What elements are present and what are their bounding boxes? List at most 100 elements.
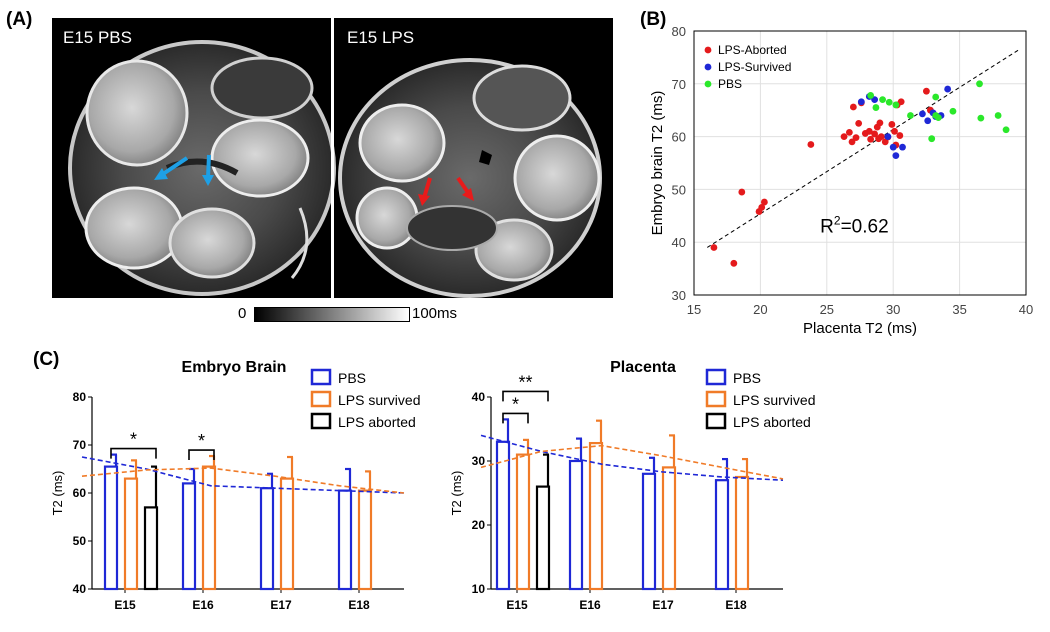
bar-legend-label: LPS survived <box>338 392 420 408</box>
scatter-x-tick: 20 <box>753 302 767 317</box>
scatter-y-tick: 70 <box>672 77 686 92</box>
bar-y-tick: 10 <box>472 582 486 596</box>
bar-y-tick: 20 <box>472 518 486 532</box>
scatter-point <box>891 127 898 135</box>
bar <box>181 482 197 591</box>
significance-bracket <box>502 412 529 424</box>
scatter-point <box>924 117 932 125</box>
bar <box>495 440 511 591</box>
scatter-point <box>976 80 983 88</box>
bar <box>143 506 159 591</box>
scatter-y-tick: 40 <box>672 235 686 250</box>
bar-legend-label: LPS aborted <box>338 414 416 430</box>
bar-x-tick: E18 <box>725 598 747 612</box>
bar <box>641 472 657 591</box>
bar-y-axis-label: T2 (ms) <box>449 471 464 516</box>
scatter-point <box>1002 126 1010 134</box>
bar-y-axis-label: T2 (ms) <box>50 471 65 516</box>
scatter-point <box>871 96 879 104</box>
mri-image-pbs <box>68 40 336 296</box>
scatter-y-tick: 30 <box>672 288 686 303</box>
bar-legend-label: PBS <box>338 370 366 386</box>
trend-line <box>480 434 784 481</box>
bar-chart-title: Placenta <box>610 359 676 376</box>
scatter-point <box>897 98 905 106</box>
scatter-points <box>710 80 1010 267</box>
bar-legend-swatch <box>705 390 727 408</box>
scatter-point <box>879 96 886 104</box>
scatter-point <box>875 135 882 143</box>
scatter-x-tick: 25 <box>820 302 834 317</box>
bar-legend-swatch <box>705 368 727 386</box>
bar-x-tick: E15 <box>506 598 528 612</box>
r-squared-annotation: R2=0.62 <box>820 214 889 238</box>
scatter-point <box>730 259 738 267</box>
scatter-point <box>738 188 746 196</box>
bar-x-tick: E15 <box>114 598 136 612</box>
scatter-x-tick: 35 <box>952 302 966 317</box>
bar-x-tick: E17 <box>270 598 292 612</box>
bar <box>357 489 373 591</box>
mri-right-label: E15 LPS <box>347 28 415 47</box>
scatter-point <box>896 132 904 139</box>
trend-line <box>81 456 405 494</box>
scatter-point <box>892 152 900 160</box>
bar <box>588 441 604 591</box>
scatter-point <box>884 133 892 140</box>
scatter-legend-marker <box>704 46 712 54</box>
bar-legend-swatch <box>310 368 332 386</box>
bar <box>515 453 531 591</box>
scatter-point <box>919 110 926 118</box>
significance-bracket <box>110 447 157 459</box>
lps-arrows <box>418 176 474 206</box>
scatter-point <box>857 98 865 106</box>
scatter-point <box>949 107 957 115</box>
significance-marker: ** <box>518 372 532 392</box>
bar-y-tick: 50 <box>73 534 87 548</box>
scatter-point <box>758 203 766 211</box>
bar-legend-label: PBS <box>733 370 761 386</box>
mri-panel <box>52 18 613 298</box>
brain-bar-chart: Embryo Brain 40 50 60 70 80 T2 (ms) E15 E16 E17 E1… <box>50 359 420 612</box>
bar <box>661 466 677 591</box>
scatter-y-axis-label: Embryo brain T2 (ms) <box>649 91 666 236</box>
significance-marker: * <box>130 430 137 450</box>
bar-y-tick: 80 <box>73 390 87 404</box>
scatter-x-tick: 30 <box>886 302 900 317</box>
significance-marker: * <box>512 394 519 414</box>
scatter-point <box>899 143 906 151</box>
scatter-point <box>977 114 985 122</box>
scatter-tick-labels: 15 20 25 30 35 40 30 40 50 60 70 80 <box>672 24 1034 317</box>
panel-label-a: (A) <box>6 9 33 30</box>
bar-y-tick: 70 <box>73 438 87 452</box>
bar <box>259 487 275 591</box>
mri-divider <box>331 18 334 298</box>
bar <box>734 475 750 591</box>
scatter-fit-line <box>707 49 1020 248</box>
scale-max-label: 100ms <box>412 305 458 322</box>
mri-image-lps <box>338 58 602 298</box>
scatter-legend: LPS-Aborted LPS-Survived PBS <box>704 43 791 91</box>
scatter-point <box>840 133 848 140</box>
scatter-point <box>934 114 942 121</box>
trend-line <box>480 444 784 480</box>
significance-marker: * <box>198 431 205 451</box>
bar-legend-swatch <box>310 390 332 408</box>
scatter-point <box>944 85 952 93</box>
scatter-point <box>928 135 936 143</box>
bar <box>201 465 217 591</box>
scatter-point <box>888 121 896 128</box>
scatter-point <box>867 92 875 99</box>
bar-legend-label: LPS aborted <box>733 414 811 430</box>
pbs-arrows <box>154 154 214 186</box>
scatter-point <box>907 112 914 119</box>
mri-left-label: E15 PBS <box>63 28 132 47</box>
scatter-point <box>848 138 856 146</box>
scatter-point <box>994 112 1002 119</box>
scatter-x-tick: 40 <box>1019 302 1033 317</box>
bar-y-tick: 40 <box>472 390 486 404</box>
bar-x-tick: E17 <box>652 598 674 612</box>
scatter-point <box>885 98 893 106</box>
bar <box>535 485 551 591</box>
scatter-point <box>872 104 880 111</box>
